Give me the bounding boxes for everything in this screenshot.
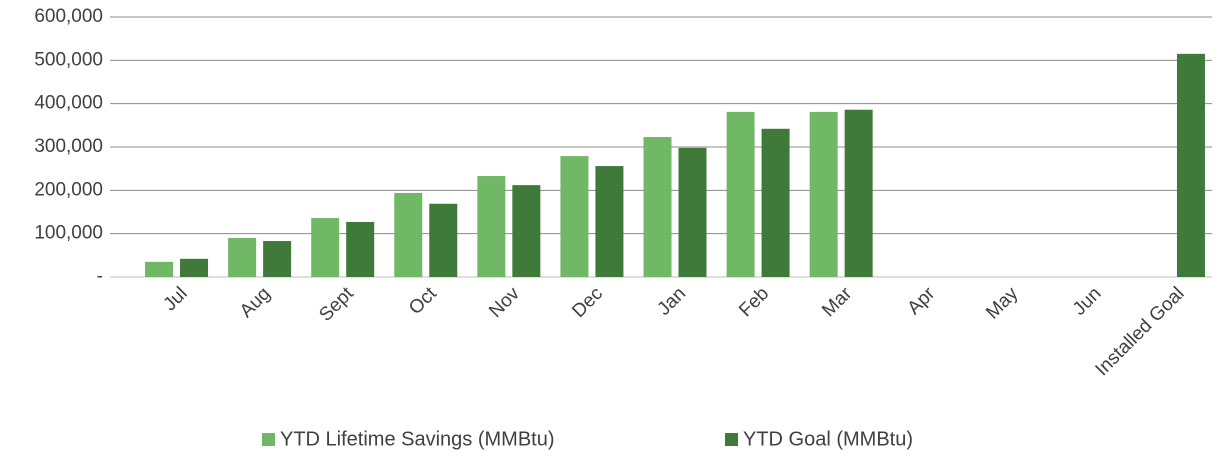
bar [477,176,506,277]
y-tick-label: 600,000 [34,6,103,27]
x-tick-label: Jan [654,283,691,320]
y-tick-label: 500,000 [34,49,103,70]
x-tick-label: Feb [735,283,773,321]
legend-text: YTD Goal (MMBtu) [743,428,913,450]
bar [180,258,209,277]
bar [595,166,624,277]
bar [643,137,672,277]
x-tick-label: Jun [1069,283,1106,320]
bar [726,111,755,278]
legend-swatch [262,433,275,446]
legend-swatch [725,433,738,446]
bar [1176,53,1205,278]
legend-text: YTD Lifetime Savings (MMBtu) [280,428,555,450]
x-tick-label: Oct [405,283,441,319]
bar [145,261,174,277]
y-tick-label: - [97,266,103,287]
bar [228,238,257,277]
bar [761,128,790,277]
bar [512,185,541,277]
bar [263,241,292,277]
x-tick-label: Installed Goal [1092,283,1189,380]
bar [678,147,707,277]
y-tick-label: 100,000 [34,223,103,244]
bar [809,111,838,278]
bar [346,221,375,277]
x-tick-label: Mar [818,283,856,321]
x-tick-label: Nov [485,283,524,322]
bar [844,109,873,277]
x-tick-label: Sept [315,283,358,326]
bar [311,218,340,277]
y-tick-label: 200,000 [34,179,103,200]
x-tick-label: May [982,283,1023,324]
x-tick-label: Dec [568,283,607,322]
x-tick-label: Aug [236,283,275,322]
y-tick-label: 300,000 [34,136,103,157]
bar [560,156,589,277]
bar [394,192,423,277]
y-tick-label: 400,000 [34,93,103,114]
bar [429,203,458,277]
x-tick-label: Apr [904,283,940,319]
x-tick-label: Jul [160,283,192,315]
